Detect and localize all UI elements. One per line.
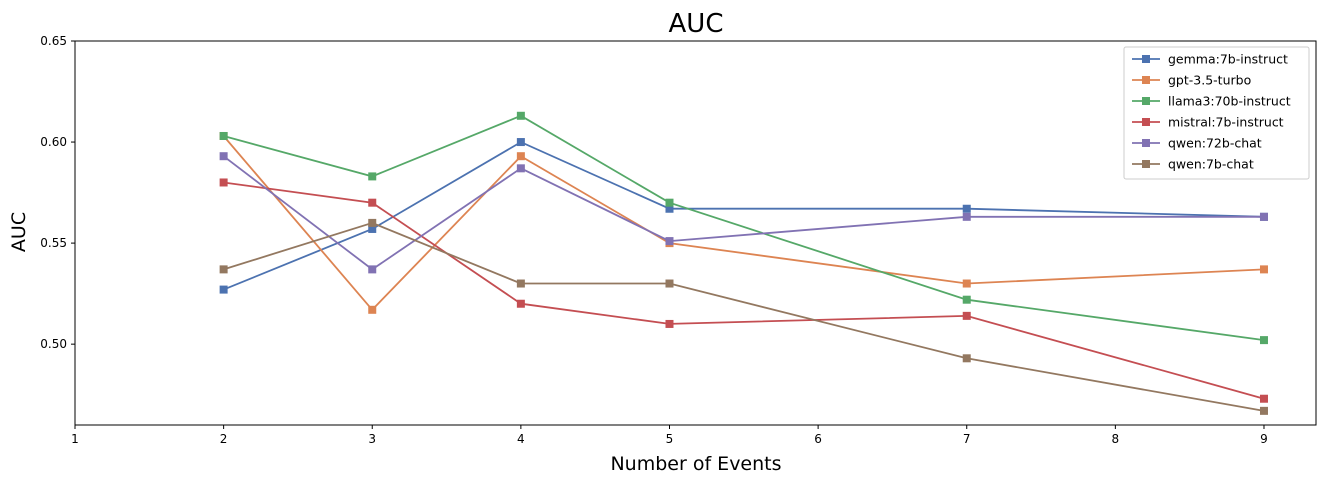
legend-marker bbox=[1142, 160, 1150, 168]
data-point bbox=[368, 265, 377, 274]
legend-marker bbox=[1142, 55, 1150, 63]
data-point bbox=[962, 311, 971, 320]
x-tick-label: 5 bbox=[666, 432, 674, 446]
legend-marker bbox=[1142, 118, 1150, 126]
data-point bbox=[368, 198, 377, 207]
legend-label: qwen:72b-chat bbox=[1168, 136, 1262, 151]
series-line bbox=[223, 155, 1264, 271]
data-point bbox=[516, 279, 525, 288]
data-point bbox=[219, 152, 228, 161]
legend-label: mistral:7b-instruct bbox=[1168, 115, 1284, 130]
data-point bbox=[1259, 406, 1268, 415]
legend-label: qwen:7b-chat bbox=[1168, 157, 1254, 172]
data-point bbox=[1259, 265, 1268, 274]
data-point bbox=[219, 285, 228, 294]
series-line bbox=[222, 135, 1265, 312]
y-axis-title: AUC bbox=[8, 212, 30, 252]
x-tick-label: 2 bbox=[220, 432, 228, 446]
data-point bbox=[1259, 394, 1268, 403]
legend-entry: qwen:7b-chat bbox=[1132, 157, 1254, 172]
data-point bbox=[516, 299, 525, 308]
x-tick-label: 1 bbox=[71, 432, 79, 446]
legend-marker bbox=[1142, 76, 1150, 84]
series-qwen-72b-chat bbox=[219, 152, 1268, 274]
data-point bbox=[516, 111, 525, 120]
legend-marker bbox=[1142, 97, 1150, 105]
x-tick-label: 4 bbox=[517, 432, 525, 446]
legend-entry: gpt-3.5-turbo bbox=[1132, 73, 1251, 88]
data-point bbox=[665, 319, 674, 328]
series-line bbox=[223, 221, 1265, 412]
series-mistral-7b-instruct bbox=[219, 178, 1268, 403]
x-tick-label: 6 bbox=[814, 432, 822, 446]
legend: gemma:7b-instruct gpt-3.5-turbo llama3:70b… bbox=[1123, 46, 1310, 180]
series-gemma-7b-instruct bbox=[219, 138, 1268, 294]
data-point bbox=[368, 224, 377, 233]
y-tick-label: 0.55 bbox=[40, 236, 67, 250]
x-tick-label: 7 bbox=[963, 432, 971, 446]
data-point bbox=[516, 152, 525, 161]
y-tick-label: 0.60 bbox=[40, 135, 67, 149]
x-tick-label: 3 bbox=[368, 432, 376, 446]
data-point bbox=[665, 237, 674, 246]
data-point bbox=[368, 305, 377, 314]
legend-label: gpt-3.5-turbo bbox=[1168, 73, 1251, 88]
plot-frame bbox=[74, 40, 1317, 426]
plot-area: 1 2 3 4 5 6 7 8 9 0.50 0.55 0.60 0.65 bbox=[40, 34, 1317, 446]
data-point bbox=[1259, 336, 1268, 345]
series-qwen-7b-chat bbox=[219, 218, 1268, 415]
data-point bbox=[368, 218, 377, 227]
data-point bbox=[665, 198, 674, 207]
legend-entry: mistral:7b-instruct bbox=[1132, 115, 1284, 130]
data-point bbox=[665, 279, 674, 288]
series-line bbox=[223, 114, 1265, 341]
legend-label: gemma:7b-instruct bbox=[1168, 52, 1288, 67]
data-point bbox=[219, 131, 228, 140]
data-point bbox=[962, 354, 971, 363]
y-tick-label: 0.65 bbox=[40, 34, 67, 48]
y-tick-label: 0.50 bbox=[40, 337, 67, 351]
data-point bbox=[516, 164, 525, 173]
data-point bbox=[219, 265, 228, 274]
x-axis-title: Number of Events bbox=[610, 453, 781, 475]
legend-entry: gemma:7b-instruct bbox=[1132, 52, 1288, 67]
legend-entry: qwen:72b-chat bbox=[1132, 136, 1262, 151]
data-point bbox=[962, 204, 971, 213]
legend-box bbox=[1123, 46, 1310, 180]
series-line bbox=[223, 181, 1265, 400]
legend-marker bbox=[1142, 139, 1150, 147]
data-point bbox=[219, 178, 228, 187]
x-tick-label: 9 bbox=[1260, 432, 1268, 446]
x-tick-label: 8 bbox=[1112, 432, 1120, 446]
series-gpt-3-5-turbo bbox=[219, 131, 1268, 314]
data-point bbox=[665, 204, 674, 213]
data-point bbox=[962, 295, 971, 304]
data-point bbox=[962, 279, 971, 288]
legend-label: llama3:70b-instruct bbox=[1168, 94, 1291, 109]
chart-title: AUC bbox=[669, 9, 724, 39]
data-point bbox=[1259, 212, 1268, 221]
legend-entry: llama3:70b-instruct bbox=[1132, 94, 1291, 109]
series-line bbox=[223, 141, 1265, 291]
series-llama3-70b-instruct bbox=[219, 111, 1268, 345]
data-point bbox=[368, 172, 377, 181]
data-point bbox=[962, 212, 971, 221]
data-point bbox=[516, 138, 525, 147]
